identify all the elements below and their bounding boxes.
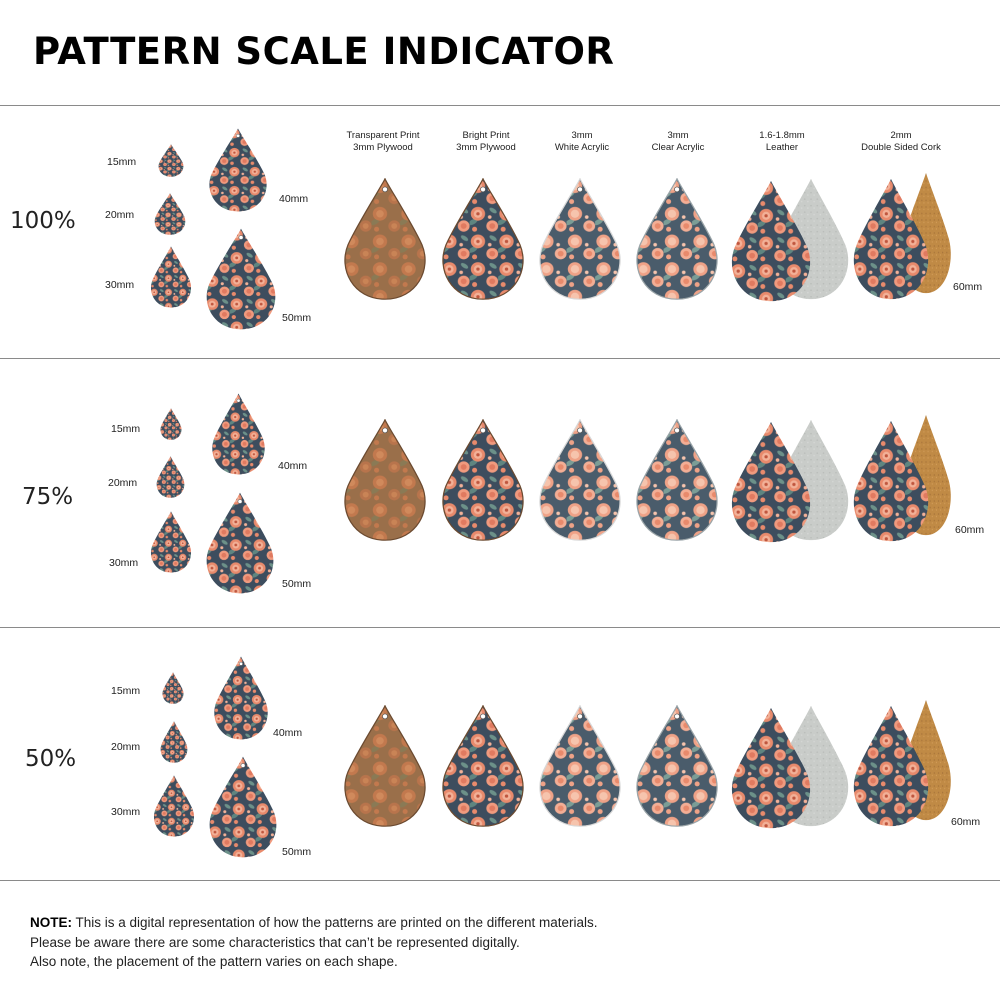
sample-shape-small [213, 656, 269, 740]
scale-row-75: 75% 15mm 20mm 30mm 40mm 50mm 60mm [0, 359, 1000, 611]
size-label-40mm: 40mm [278, 460, 308, 472]
material-shape-cork [852, 178, 930, 300]
sample-shape-small [205, 228, 277, 330]
sample-shape-small [205, 492, 275, 594]
sample-shape-small [154, 193, 186, 235]
size-label-20mm: 20mm [105, 209, 135, 221]
material-shape-plywood-bright [441, 705, 525, 827]
material-shape-plywood-transparent [343, 419, 427, 541]
divider [0, 358, 1000, 359]
sample-shape-small [150, 511, 192, 573]
material-shape-clear-acrylic [635, 705, 719, 827]
divider [0, 880, 1000, 881]
size-label-50mm: 50mm [282, 846, 312, 858]
size-label-20mm: 20mm [108, 477, 138, 489]
material-header-leather: 1.6-1.8mm Leather [759, 130, 805, 153]
material-shape-clear-acrylic [635, 178, 719, 300]
material-shape-white-acrylic [538, 178, 622, 300]
material-header-white-acrylic: 3mm White Acrylic [554, 130, 610, 153]
sample-shape-small [162, 672, 184, 704]
size-label-40mm: 40mm [273, 727, 303, 739]
size-label-60mm: 60mm [951, 816, 981, 828]
sample-shape-small [208, 756, 278, 858]
sample-shape-small [211, 393, 266, 475]
divider [0, 105, 1000, 106]
sample-shape-small [160, 721, 188, 763]
sample-shape-small [153, 775, 195, 837]
size-label-60mm: 60mm [955, 524, 985, 536]
material-shape-cork [852, 420, 930, 542]
sample-shape-small [150, 246, 192, 308]
material-shape-white-acrylic [538, 705, 622, 827]
size-label-30mm: 30mm [111, 806, 141, 818]
size-label-20mm: 20mm [111, 741, 141, 753]
material-shape-leather [730, 180, 812, 302]
scale-label: 100% [10, 208, 76, 234]
divider [0, 627, 1000, 628]
note: NOTE: This is a digital representation o… [30, 913, 598, 972]
page-title: PATTERN SCALE INDICATOR [33, 30, 615, 73]
material-shape-plywood-bright [441, 419, 525, 541]
size-label-30mm: 30mm [109, 557, 139, 569]
material-shape-clear-acrylic [635, 419, 719, 541]
material-shape-leather [730, 421, 812, 543]
note-line2: Please be aware there are some character… [30, 934, 520, 950]
material-shape-plywood-transparent [343, 178, 427, 300]
material-header-plywood-transparent: Transparent Print 3mm Plywood [346, 130, 420, 153]
sample-shape-small [158, 144, 184, 177]
scale-row-50: 50% 15mm 20mm 30mm 40mm 50mm 60mm [0, 628, 1000, 880]
material-shape-cork [852, 705, 930, 827]
size-label-40mm: 40mm [279, 193, 309, 205]
size-label-15mm: 15mm [107, 156, 137, 168]
scale-row-100: 100% 15mm 20mm 30mm 40mm 50mm 60mm [0, 106, 1000, 358]
scale-label: 75% [22, 484, 74, 510]
size-label-60mm: 60mm [953, 281, 983, 293]
sample-shape-small [208, 128, 268, 212]
note-line1: This is a digital representation of how … [72, 915, 598, 930]
material-shape-white-acrylic [538, 419, 622, 541]
size-label-15mm: 15mm [111, 685, 141, 697]
scale-label: 50% [25, 746, 77, 772]
material-shape-leather [730, 707, 812, 829]
note-line3: Also note, the placement of the pattern … [30, 954, 398, 969]
material-shape-plywood-transparent [343, 705, 427, 827]
material-header-plywood-bright: Bright Print 3mm Plywood [456, 130, 516, 153]
note-prefix: NOTE: [30, 915, 72, 930]
size-label-50mm: 50mm [282, 578, 312, 590]
size-label-30mm: 30mm [105, 279, 135, 291]
material-header-cork: 2mm Double Sided Cork [861, 130, 941, 153]
sample-shape-small [156, 456, 185, 498]
sample-shape-small [160, 408, 182, 440]
material-header-clear-acrylic: 3mm Clear Acrylic [651, 130, 705, 153]
size-label-15mm: 15mm [111, 423, 141, 435]
size-label-50mm: 50mm [282, 312, 312, 324]
material-shape-plywood-bright [441, 178, 525, 300]
